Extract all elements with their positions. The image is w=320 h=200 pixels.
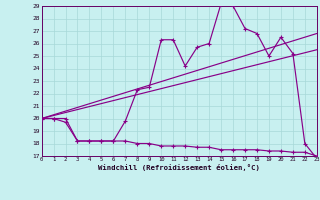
X-axis label: Windchill (Refroidissement éolien,°C): Windchill (Refroidissement éolien,°C): [98, 164, 260, 171]
